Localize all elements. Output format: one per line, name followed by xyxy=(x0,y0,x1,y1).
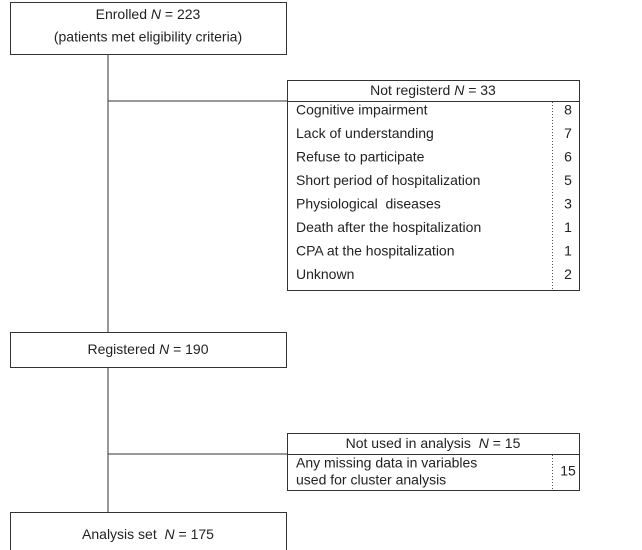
label: Analysis set xyxy=(82,526,157,542)
count: 2 xyxy=(564,266,572,282)
not-registered-title: Not registerd N = 33 xyxy=(370,82,496,98)
enrolled-box xyxy=(10,2,287,55)
analysis-box xyxy=(10,512,287,550)
value: = 223 xyxy=(165,6,201,22)
reason: Unknown xyxy=(296,266,354,282)
title: Not used in analysis xyxy=(346,435,471,451)
count: 3 xyxy=(564,196,572,212)
value: = 15 xyxy=(493,435,521,451)
reason: Physiological diseases xyxy=(296,196,441,212)
reason: Lack of understanding xyxy=(296,125,434,141)
symbol: N xyxy=(165,526,176,542)
value: = 190 xyxy=(173,341,209,357)
value: = 33 xyxy=(468,82,496,98)
label: Enrolled xyxy=(96,6,147,22)
reason: Refuse to participate xyxy=(296,149,425,165)
value: = 175 xyxy=(179,526,215,542)
symbol: N xyxy=(454,82,465,98)
reason: Death after the hospitalization xyxy=(296,219,481,235)
symbol: N xyxy=(159,341,170,357)
not-used-box xyxy=(287,433,580,491)
count: 6 xyxy=(564,149,572,165)
label: Registered xyxy=(87,341,155,357)
not-used-reason: Any missing data in variables xyxy=(296,455,477,471)
reason: CPA at the hospitalization xyxy=(296,243,455,259)
count: 1 xyxy=(564,243,572,259)
enrolled-label: Enrolled N = 223 xyxy=(96,6,201,22)
symbol: N xyxy=(479,435,490,451)
not-registered-box xyxy=(287,80,580,291)
count: 1 xyxy=(564,219,572,235)
registered-label: Registered N = 190 xyxy=(87,341,208,357)
analysis-label: Analysis set N = 175 xyxy=(82,526,214,542)
count: 7 xyxy=(564,125,572,141)
not-used-reason: used for cluster analysis xyxy=(296,472,446,488)
enrolled-note: (patients met eligibility criteria) xyxy=(54,29,242,45)
not-registered-rows: Cognitive impairment 8 Lack of understandi… xyxy=(296,102,572,283)
symbol: N xyxy=(151,6,162,22)
registered-box xyxy=(10,332,287,368)
title: Not registerd xyxy=(370,82,450,98)
not-used-title: Not used in analysis N = 15 xyxy=(346,435,521,451)
count: 5 xyxy=(564,172,572,188)
count: 8 xyxy=(564,102,572,118)
reason: Short period of hospitalization xyxy=(296,172,480,188)
not-used-count: 15 xyxy=(560,463,576,479)
reason: Cognitive impairment xyxy=(296,102,428,118)
